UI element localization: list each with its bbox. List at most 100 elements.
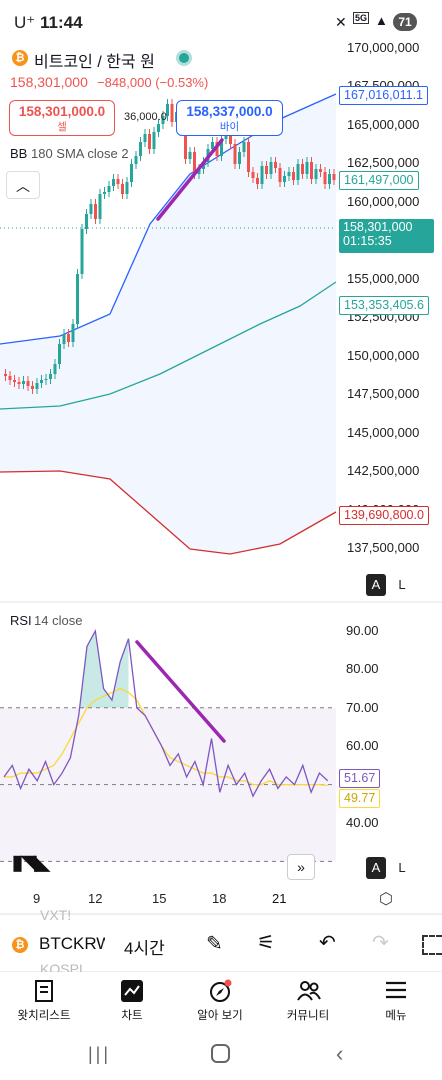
nav-community[interactable]: 커뮤니티 (264, 972, 352, 1028)
candle-body (71, 324, 75, 342)
rsi-value-tag: 51.67 (339, 769, 381, 788)
bitcoin-logo-icon: ₿ (12, 50, 28, 66)
nav-explore[interactable]: 알아 보기 (176, 972, 264, 1028)
price-axis-label: 160,000,000 (347, 193, 420, 209)
candle-body (85, 214, 88, 229)
scroll-to-latest-button[interactable]: » (287, 854, 315, 880)
nav-menu[interactable]: 메뉴 (352, 972, 440, 1028)
candle-body (98, 194, 102, 219)
price-axis-label: 170,000,000 (347, 40, 420, 55)
candle-body (62, 334, 66, 344)
lower-band-line (0, 470, 337, 555)
buy-button[interactable]: 158,337,000.0 바이 (176, 100, 283, 136)
rsi-log-scale-button[interactable]: L (398, 860, 406, 875)
sell-price: 158,301,000.0 (18, 104, 106, 119)
status-bar: U⁺ 11:44 ✕ 5G ▲ 71 (0, 0, 442, 44)
price-axis-label: 155,000,000 (347, 270, 420, 286)
symbol-selector[interactable]: BTCKRW (39, 934, 105, 953)
candle-body (76, 274, 79, 324)
candle-body (328, 174, 331, 184)
nav-chart[interactable]: 차트 (88, 972, 176, 1028)
sell-button[interactable]: 158,301,000.0 셀 (9, 100, 115, 136)
rsi-ma-tag: 49.77 (339, 789, 381, 808)
candle-body (116, 179, 120, 184)
candle-body (265, 166, 268, 174)
nav-label: 커뮤니티 (286, 1010, 330, 1022)
price-axis-label: 137,500,000 (347, 540, 420, 555)
candle-body (103, 192, 106, 194)
fullscreen-icon[interactable] (422, 935, 442, 955)
network-badge: 5G (353, 12, 370, 24)
nav-label: 차트 (121, 1010, 143, 1022)
upper-band-tag: 167,016,011.1 (339, 86, 429, 105)
settings-icon[interactable]: ⬡ (379, 891, 393, 908)
back-icon[interactable]: ‹ (336, 1041, 344, 1066)
rsi-auto-scale-button[interactable]: A (366, 857, 386, 879)
candle-body (188, 152, 192, 159)
rsi-indicator-name[interactable]: RSI (10, 613, 32, 628)
lower-band-tag: 139,690,800.0 (339, 506, 429, 525)
time-axis-label: 9 (33, 891, 41, 906)
candle-body (274, 162, 277, 168)
auto-scale-button[interactable]: A (366, 574, 386, 596)
candle-body (80, 229, 84, 274)
chart-area[interactable]: ₿ 비트코인 / 한국 원 158,301,000 −848,000 (−0.5… (0, 40, 442, 915)
redo-icon[interactable]: ↷ (372, 932, 389, 954)
candle-body (166, 104, 169, 116)
candle-body (125, 182, 129, 194)
battery-icon: 71 (393, 13, 417, 31)
rsi-axis-label: 80.00 (346, 661, 379, 677)
nav-label: 알아 보기 (197, 1010, 243, 1022)
pencil-icon[interactable]: ✎ (206, 933, 223, 955)
candle-body (319, 169, 322, 172)
bb-indicator-params: 180 SMA close 2 (31, 146, 129, 161)
candle-body (152, 132, 156, 149)
bitcoin-symbol-icon: ₿ (12, 937, 28, 953)
undo-icon[interactable]: ↶ (319, 932, 336, 954)
candle-body (67, 334, 70, 342)
price-chart-canvas[interactable] (0, 44, 442, 915)
time-axis-label: 12 (88, 891, 103, 906)
basis-tag: 153,353,405.6 (339, 296, 429, 315)
candle-body (53, 364, 57, 374)
interval-selector[interactable]: 4시간 (124, 939, 165, 958)
nav-watchlist[interactable]: 왓치리스트 (0, 972, 88, 1028)
bollinger-band-fill (0, 94, 336, 554)
candle-body (305, 162, 309, 174)
candle-body (296, 164, 300, 180)
candle-body (238, 152, 241, 164)
current-price-tag: 158,301,000 01:15:35 (339, 219, 434, 253)
spread-value: 36,000.0 (124, 111, 167, 123)
sliders-icon[interactable]: ⚟ (257, 932, 275, 954)
candle-body (224, 136, 228, 139)
rsi-indicator-params: 14 close (34, 613, 83, 628)
list-icon (35, 980, 53, 1002)
log-scale-button[interactable]: L (398, 577, 406, 592)
home-icon[interactable] (211, 1044, 230, 1063)
system-navigation-bar: ||| ‹ (0, 1028, 442, 1080)
candle-body (22, 381, 25, 384)
carrier-label: U⁺ (14, 13, 36, 32)
candle-body (242, 142, 246, 152)
candle-body (40, 380, 43, 383)
last-price: 158,301,000 (10, 74, 88, 90)
rsi-overbought-fill (78, 631, 129, 716)
time-axis-label: 15 (152, 891, 167, 906)
candle-body (314, 169, 318, 179)
candle-body (121, 184, 124, 194)
last-sell-tag: 161,497,000 (339, 171, 419, 190)
candle-body (4, 374, 7, 376)
candle-body (35, 383, 39, 389)
price-axis-label: 145,000,000 (347, 424, 420, 440)
bb-indicator-name[interactable]: BB (10, 146, 28, 161)
rsi-trendline-drawing (135, 640, 226, 743)
collapse-legend-button[interactable]: ︿ (6, 171, 40, 199)
rsi-axis-label: 60.00 (346, 738, 379, 754)
symbol-title[interactable]: 비트코인 / 한국 원 (34, 54, 155, 71)
bottom-navigation: 왓치리스트 차트 알아 보기 커뮤니티 메뉴 (0, 972, 442, 1028)
recents-icon[interactable]: ||| (88, 1044, 112, 1064)
candle-body (215, 142, 219, 156)
candle-body (148, 134, 151, 149)
candle-body (161, 116, 165, 124)
price-axis-label: 162,500,000 (347, 155, 420, 171)
